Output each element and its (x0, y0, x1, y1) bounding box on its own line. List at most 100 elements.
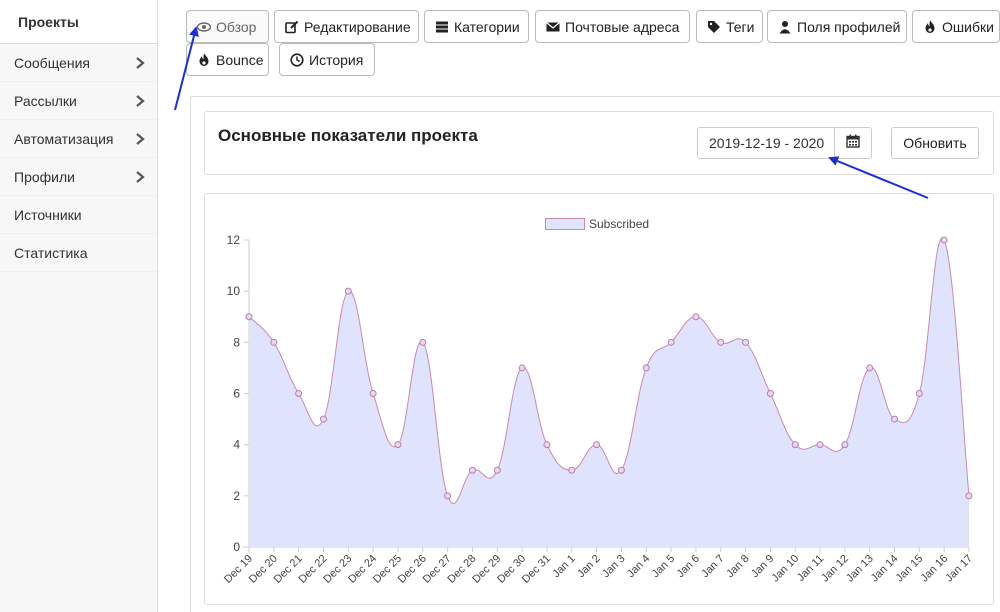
data-point[interactable] (891, 415, 899, 423)
list-icon (435, 20, 449, 34)
sidebar-item-label: Источники (14, 206, 82, 223)
x-tick-label: Jan 3 (600, 553, 628, 581)
chart-legend[interactable]: Subscribed (545, 217, 649, 231)
x-tick-label: Jan 6 (674, 553, 702, 581)
refresh-button[interactable]: Обновить (891, 127, 979, 159)
chevron-right-icon (135, 170, 145, 183)
tab-7[interactable]: Ошибки (912, 10, 1000, 43)
y-tick-label: 8 (233, 335, 240, 349)
legend-swatch (545, 218, 585, 230)
data-point[interactable] (468, 466, 476, 474)
data-point[interactable] (766, 390, 774, 397)
x-tick-label: Jan 7 (699, 553, 727, 581)
sidebar-item-label: Проекты (18, 13, 79, 30)
y-tick-label: 10 (227, 284, 241, 298)
sidebar-item[interactable]: Проекты (0, 0, 157, 44)
area-fill (249, 237, 969, 547)
tab-label: Поля профилей (797, 18, 901, 35)
tab-2[interactable]: Редактирование (274, 10, 419, 43)
x-tick-label: Jan 16 (918, 553, 950, 585)
x-tick-label: Dec 31 (520, 553, 553, 586)
fire-icon (197, 53, 211, 67)
data-point[interactable] (742, 338, 750, 346)
data-point[interactable] (518, 364, 526, 372)
tab-1[interactable]: Обзор (186, 10, 269, 43)
data-point[interactable] (866, 364, 874, 372)
chevron-right-icon (135, 132, 145, 145)
tab-label: Ошибки (942, 18, 994, 35)
data-point[interactable] (295, 390, 303, 397)
y-tick-label: 4 (233, 438, 240, 452)
y-tick-label: 2 (233, 489, 240, 503)
calendar-icon (846, 134, 860, 153)
data-point[interactable] (717, 338, 725, 346)
user-icon (778, 20, 792, 34)
x-tick-label: Jan 13 (844, 553, 876, 585)
data-point[interactable] (642, 364, 650, 372)
data-point[interactable] (841, 441, 849, 449)
x-tick-label: Jan 4 (625, 553, 653, 581)
data-point[interactable] (245, 313, 253, 321)
sidebar: Проекты Сообщения Рассылки Автоматизация Про… (0, 0, 158, 612)
data-point[interactable] (344, 287, 352, 295)
data-point[interactable] (444, 492, 452, 500)
data-point[interactable] (543, 441, 551, 449)
envelope-icon (546, 20, 560, 34)
x-tick-label: Jan 1 (550, 553, 578, 581)
sidebar-item-label: Статистика (14, 244, 88, 261)
tab-label: Bounce (216, 51, 264, 68)
data-point[interactable] (394, 441, 402, 449)
data-point[interactable] (369, 390, 377, 397)
sidebar-item-label: Автоматизация (14, 130, 114, 147)
calendar-button[interactable] (834, 127, 872, 159)
x-tick-label: Jan 5 (650, 553, 678, 581)
sidebar-item-label: Рассылки (14, 92, 77, 109)
tab-5[interactable]: Теги (696, 10, 763, 43)
tab-label: Обзор (216, 18, 257, 35)
chevron-right-icon (135, 56, 145, 69)
data-point[interactable] (791, 441, 799, 449)
data-point[interactable] (568, 466, 576, 474)
y-tick-label: 6 (233, 387, 240, 401)
data-point[interactable] (270, 338, 278, 346)
tab-label: Теги (726, 18, 755, 35)
tab-9[interactable]: История (279, 43, 375, 76)
data-point[interactable] (816, 441, 824, 449)
x-tick-label: Jan 2 (575, 553, 603, 581)
chevron-right-icon (135, 94, 145, 107)
page-title: Основные показатели проекта (218, 126, 478, 145)
tab-3[interactable]: Категории (424, 10, 529, 43)
sidebar-item[interactable]: Сообщения (0, 44, 157, 82)
tab-label: Категории (454, 18, 520, 35)
data-point[interactable] (617, 466, 625, 474)
sidebar-item[interactable]: Автоматизация (0, 120, 157, 158)
tab-6[interactable]: Поля профилей (767, 10, 907, 43)
data-point[interactable] (692, 313, 700, 321)
data-point[interactable] (493, 466, 501, 474)
data-point[interactable] (965, 492, 973, 500)
data-point[interactable] (940, 236, 948, 244)
data-point[interactable] (419, 338, 427, 346)
main-panel (190, 96, 1000, 612)
fire-icon (923, 20, 937, 34)
data-point[interactable] (667, 338, 675, 346)
sidebar-item[interactable]: Профили (0, 158, 157, 196)
x-tick-label: Jan 12 (819, 553, 851, 585)
sidebar-item[interactable]: Статистика (0, 234, 157, 272)
tab-label: Редактирование (304, 18, 411, 35)
sidebar-item[interactable]: Рассылки (0, 82, 157, 120)
y-tick-label: 0 (233, 540, 240, 554)
data-point[interactable] (915, 390, 923, 397)
data-point[interactable] (593, 441, 601, 449)
sidebar-item[interactable]: Источники (0, 196, 157, 234)
tab-label: Почтовые адреса (565, 18, 680, 35)
tab-label: История (309, 51, 364, 68)
tags-icon (707, 20, 721, 34)
data-point[interactable] (319, 415, 327, 423)
sidebar-item-label: Сообщения (14, 54, 90, 71)
legend-label: Subscribed (589, 217, 650, 231)
tab-8[interactable]: Bounce (186, 43, 269, 76)
date-range-input[interactable]: 2019-12-19 - 2020 (697, 127, 835, 159)
tab-4[interactable]: Почтовые адреса (535, 10, 690, 43)
